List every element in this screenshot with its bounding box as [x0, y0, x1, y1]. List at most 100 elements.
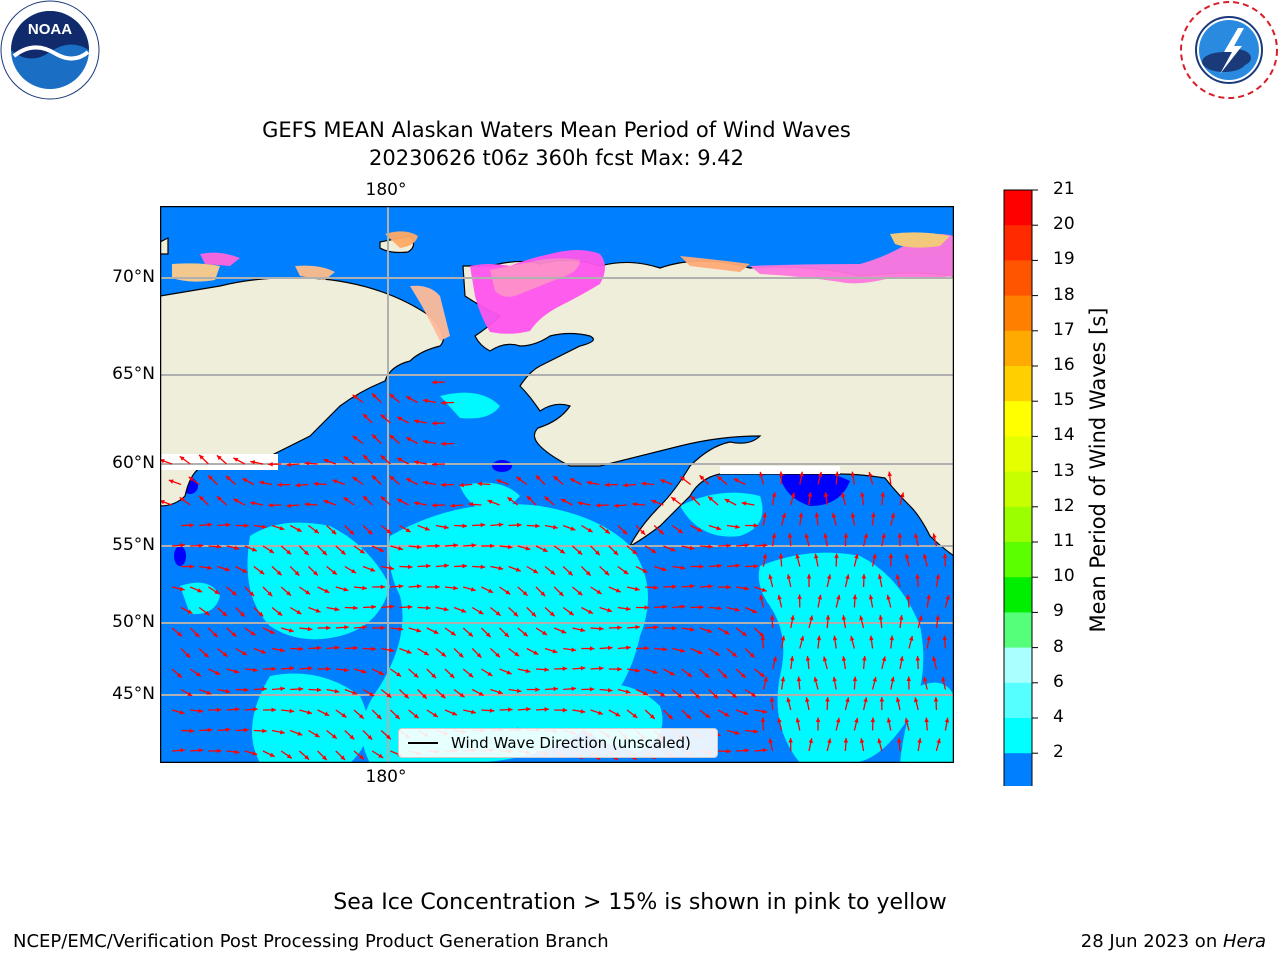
- wind-wave-arrow-head: [340, 549, 346, 555]
- wind-wave-arrow-head: [825, 697, 830, 702]
- wind-wave-arrow-head: [485, 632, 491, 638]
- wind-wave-arrow-head: [352, 435, 358, 441]
- wind-wave-arrow-head: [268, 502, 273, 508]
- wind-wave-arrow-head: [526, 707, 531, 712]
- wind-wave-arrow-head: [199, 495, 204, 501]
- wind-wave-arrow-head: [397, 457, 403, 462]
- wind-wave-arrow-head: [389, 475, 395, 481]
- wind-wave-arrow-head: [704, 673, 710, 678]
- footer-date: 28 Jun 2023 on Hera: [1081, 931, 1266, 952]
- footer-date-text: 28 Jun 2023 on: [1080, 931, 1223, 952]
- colorbar-tick-label: 18: [1053, 284, 1075, 305]
- wind-wave-arrow-head: [477, 481, 483, 487]
- wind-wave-arrow-head: [815, 717, 821, 722]
- wind-wave-arrow-head: [380, 455, 386, 461]
- wind-wave-arrow-head: [268, 461, 273, 467]
- colorbar-segment: [1004, 295, 1032, 332]
- wind-wave-arrow-head: [450, 503, 455, 508]
- wind-wave-arrow-head: [915, 656, 921, 661]
- wind-wave-arrow-head: [562, 666, 568, 671]
- colorbar-tick-label: 15: [1053, 390, 1075, 411]
- wind-wave-arrow-head: [314, 732, 320, 738]
- wind-wave-arrow-head: [252, 751, 258, 756]
- colorbar-tick-label: 17: [1053, 319, 1075, 340]
- colorbar-tick-label: 20: [1053, 214, 1075, 235]
- wind-wave-arrow-head: [362, 625, 367, 630]
- wind-wave-arrow-head: [462, 523, 467, 529]
- wind-wave-arrow-head: [385, 734, 391, 740]
- wind-wave-arrow-head: [607, 607, 612, 613]
- colorbar-segment: [1004, 718, 1032, 754]
- wind-wave-arrow-head: [358, 713, 364, 719]
- wind-wave-arrow-head: [432, 503, 437, 508]
- wind-wave-arrow-head: [896, 738, 902, 743]
- wind-wave-arrow-head: [376, 714, 382, 720]
- wind-wave-arrow-head: [306, 710, 312, 715]
- wind-wave-arrow-head: [761, 587, 767, 592]
- wind-wave-arrow-head: [905, 594, 911, 600]
- wind-wave-arrow-head: [651, 548, 657, 553]
- wind-wave-arrow-head: [533, 650, 539, 655]
- wind-wave-arrow-head: [577, 590, 583, 596]
- wind-wave-arrow-head: [771, 533, 777, 538]
- wind-wave-arrow-head: [677, 693, 683, 698]
- wind-wave-arrow-head: [406, 396, 412, 401]
- wind-wave-arrow-head: [836, 594, 841, 600]
- wind-wave-arrow-head: [571, 686, 577, 692]
- wind-wave-arrow-head: [680, 476, 686, 482]
- wind-wave-arrow-head: [895, 574, 901, 580]
- wind-wave-arrow-head: [258, 611, 264, 617]
- wind-wave-arrow-head: [635, 668, 640, 673]
- wind-wave-arrow-head: [732, 652, 737, 657]
- wind-wave-arrow-head: [496, 479, 502, 484]
- colorbar-tick-label: 12: [1053, 495, 1075, 516]
- wind-wave-arrow-head: [168, 479, 174, 484]
- wind-wave-arrow-head: [553, 475, 559, 481]
- wind-wave-arrow-head: [699, 475, 705, 481]
- colorbar-segment: [1004, 436, 1032, 473]
- colorbar-segment: [1004, 682, 1032, 719]
- wind-wave-arrow-head: [535, 475, 541, 481]
- wind-wave-arrow-head: [250, 460, 256, 465]
- wind-wave-arrow-head: [313, 570, 318, 576]
- wind-wave-arrow-head: [340, 755, 346, 761]
- map-panel: [160, 206, 954, 763]
- wind-wave-arrow-head: [690, 495, 696, 501]
- wind-wave-arrow-head: [625, 606, 631, 611]
- wind-wave-arrow-head: [198, 543, 204, 548]
- wind-wave-arrow-head: [352, 394, 358, 400]
- wind-wave-arrow-head: [852, 676, 858, 682]
- wind-wave-arrow-head: [443, 606, 449, 612]
- wind-wave-arrow-head: [826, 574, 832, 580]
- wind-wave-arrow-head: [304, 461, 310, 466]
- wind-wave-arrow-head: [886, 594, 891, 600]
- wind-wave-arrow-head: [323, 458, 329, 464]
- wind-wave-arrow-head: [179, 456, 185, 461]
- wind-wave-arrow-head: [561, 629, 567, 634]
- wind-wave-arrow-head: [917, 738, 922, 743]
- wind-wave-arrow-head: [553, 686, 558, 692]
- wind-wave-arrow-head: [632, 713, 638, 718]
- wind-wave-arrow-head: [580, 709, 586, 714]
- wind-wave-arrow-head: [413, 672, 419, 678]
- wind-wave-arrow-head: [699, 564, 704, 569]
- wind-wave-arrow-head: [441, 400, 446, 406]
- wind-wave-arrow-head: [516, 476, 522, 482]
- wind-wave-arrow-head: [298, 686, 304, 692]
- wind-wave-arrow-head: [179, 497, 185, 502]
- wind-wave-arrow-head: [176, 672, 182, 678]
- wind-wave-arrow-head: [225, 727, 231, 733]
- lat-label-55: 55°N: [112, 535, 155, 555]
- wind-wave-arrow-head: [435, 584, 440, 590]
- wind-wave-arrow-head: [416, 628, 422, 633]
- wind-wave-arrow-head: [398, 546, 403, 551]
- wind-wave-arrow-head: [324, 588, 330, 593]
- wind-wave-arrow-head: [724, 712, 730, 717]
- wind-wave-arrow-head: [935, 574, 941, 579]
- wind-wave-arrow-head: [362, 413, 368, 419]
- wind-wave-arrow-head: [295, 482, 301, 488]
- wind-wave-arrow-head: [432, 380, 437, 385]
- wind-wave-arrow-head: [759, 672, 765, 677]
- wind-wave-arrow-head: [932, 533, 937, 539]
- wind-wave-arrow-head: [207, 727, 213, 733]
